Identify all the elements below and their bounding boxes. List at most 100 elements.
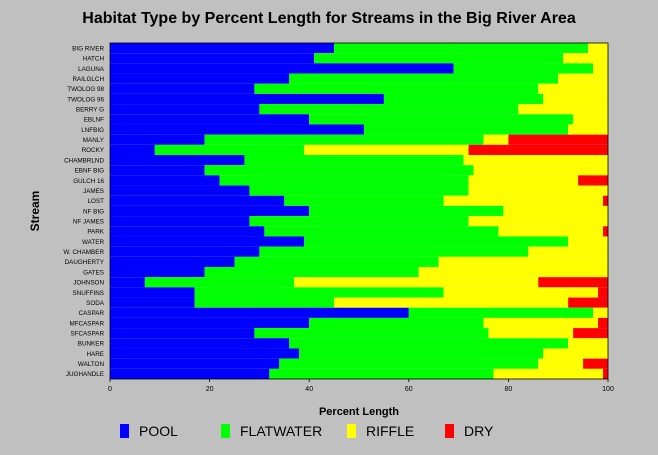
y-tick-label: JAMES	[83, 188, 104, 195]
bar-riffle-nf-james	[468, 216, 608, 227]
bar-pool-lost	[110, 195, 285, 206]
legend-item-riffle: RIFFLE	[347, 422, 414, 440]
bar-pool-daugherty	[110, 256, 235, 267]
x-tick-label: 0	[108, 386, 112, 393]
y-tick-label: NF JAMES	[73, 218, 104, 225]
bar-riffle-twolog-96	[543, 93, 608, 105]
bar-pool-ebnf-big	[110, 165, 205, 176]
bar-flatwater-bunker	[289, 338, 569, 349]
bar-riffle-nf-big	[503, 205, 608, 217]
legend-label-flatwater: FLATWATER	[240, 423, 323, 439]
bar-dry-park	[603, 226, 608, 237]
bar-flatwater-park	[264, 226, 499, 237]
bar-pool-water	[110, 236, 305, 247]
bar-riffle-lost	[443, 195, 604, 206]
bar-flatwater-jughandle	[269, 368, 494, 379]
y-tick-label: HATCH	[83, 56, 105, 63]
bar-flatwater-sfcaspar	[254, 328, 489, 339]
bar-pool-w-chamber	[110, 246, 260, 257]
bar-flatwater-hare	[299, 348, 544, 359]
bar-flatwater-rocky	[154, 144, 305, 155]
bar-riffle-railglch	[558, 73, 608, 84]
bar-dry-walton	[583, 358, 608, 369]
legend-label-dry: DRY	[464, 423, 494, 439]
bar-pool-eblnf	[110, 114, 310, 125]
bar-riffle-manly	[483, 134, 509, 145]
bar-riffle-caspar	[593, 307, 608, 318]
y-tick-label: WALTON	[78, 361, 105, 368]
bar-flatwater-nf-james	[249, 216, 469, 227]
x-tick-label: 100	[602, 386, 614, 393]
bar-riffle-berry-g	[518, 104, 608, 115]
bar-pool-manly	[110, 134, 205, 145]
bar-riffle-laguna	[593, 63, 608, 74]
bar-pool-big-river	[110, 43, 335, 54]
bar-flatwater-twolog-98	[254, 83, 539, 94]
y-tick-label: MFCASPAR	[69, 320, 104, 327]
bar-pool-lnfbig	[110, 124, 364, 135]
x-tick-label: 20	[206, 386, 214, 393]
bar-riffle-big-river	[588, 43, 608, 54]
y-tick-label: TWOLOG 98	[67, 86, 104, 93]
y-tick-label: GATES	[83, 269, 104, 276]
bar-riffle-w-chamber	[528, 246, 608, 257]
bar-flatwater-gulch-16	[219, 175, 469, 186]
y-tick-label: TWOLOG 96	[67, 96, 104, 103]
bar-riffle-snuffins	[443, 287, 599, 298]
bar-pool-soda	[110, 297, 195, 308]
legend-label-pool: POOL	[139, 423, 178, 439]
plot-frame	[109, 42, 609, 380]
bar-pool-railglch	[110, 73, 290, 84]
bar-flatwater-walton	[279, 358, 539, 369]
bar-flatwater-snuffins	[194, 287, 444, 298]
bar-pool-nf-james	[110, 216, 250, 227]
bar-riffle-park	[498, 226, 604, 237]
legend-swatch-flatwater	[221, 424, 230, 438]
y-tick-label: SODA	[86, 300, 105, 307]
y-tick-label: PARK	[87, 229, 104, 236]
bar-dry-snuffins	[598, 287, 608, 298]
bar-dry-johnson	[538, 277, 608, 288]
bar-riffle-gulch-16	[468, 175, 579, 186]
bar-pool-james	[110, 185, 250, 196]
bar-riffle-daugherty	[438, 256, 608, 267]
x-tick-label: 80	[505, 386, 513, 393]
y-tick-label: RAILGLCH	[73, 76, 105, 83]
bar-flatwater-laguna	[453, 63, 594, 74]
bar-flatwater-water	[304, 236, 569, 247]
bar-dry-mfcaspar	[598, 317, 608, 329]
y-tick-label: DAUGHERTY	[65, 259, 105, 266]
y-tick-label: CASPAR	[79, 310, 105, 317]
bar-riffle-twolog-98	[538, 83, 608, 94]
legend-item-dry: DRY	[445, 422, 493, 440]
y-tick-label: BUNKER	[78, 341, 105, 348]
bar-flatwater-nf-big	[309, 205, 504, 217]
bar-pool-park	[110, 226, 265, 237]
bar-pool-rocky	[110, 144, 155, 155]
bar-pool-gates	[110, 267, 205, 278]
x-axis-label: Percent Length	[319, 406, 399, 418]
y-tick-label: MANLY	[83, 137, 105, 144]
y-tick-label: JOHNSON	[73, 280, 104, 287]
bar-flatwater-manly	[204, 134, 484, 145]
bar-riffle-bunker	[568, 338, 608, 349]
bar-pool-chambrlnd	[110, 155, 245, 166]
bar-pool-hare	[110, 348, 300, 359]
bar-pool-sfcaspar	[110, 328, 255, 339]
bar-pool-bunker	[110, 338, 290, 349]
bar-flatwater-daugherty	[234, 256, 439, 267]
y-tick-label: LOST	[88, 198, 105, 205]
bar-riffle-lnfbig	[568, 124, 608, 135]
y-tick-label: GULCH 16	[73, 178, 104, 185]
bar-pool-gulch-16	[110, 175, 220, 186]
y-axis-label: Stream	[28, 191, 42, 232]
bar-riffle-ebnf-big	[473, 165, 608, 176]
bar-flatwater-big-river	[334, 43, 589, 54]
bar-riffle-water	[568, 236, 608, 247]
bar-riffle-johnson	[294, 277, 539, 288]
bar-flatwater-lost	[284, 195, 444, 206]
bar-pool-berry-g	[110, 104, 260, 115]
x-tick-label: 40	[305, 386, 313, 393]
bar-flatwater-w-chamber	[259, 246, 529, 257]
bar-pool-nf-big	[110, 205, 310, 217]
